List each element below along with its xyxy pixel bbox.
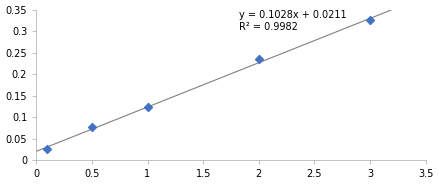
Point bbox=[44, 147, 51, 150]
Point bbox=[88, 126, 95, 129]
Point bbox=[366, 19, 373, 22]
Point bbox=[255, 58, 262, 61]
Point bbox=[144, 105, 151, 108]
Text: y = 0.1028x + 0.0211
R² = 0.9982: y = 0.1028x + 0.0211 R² = 0.9982 bbox=[238, 10, 346, 32]
